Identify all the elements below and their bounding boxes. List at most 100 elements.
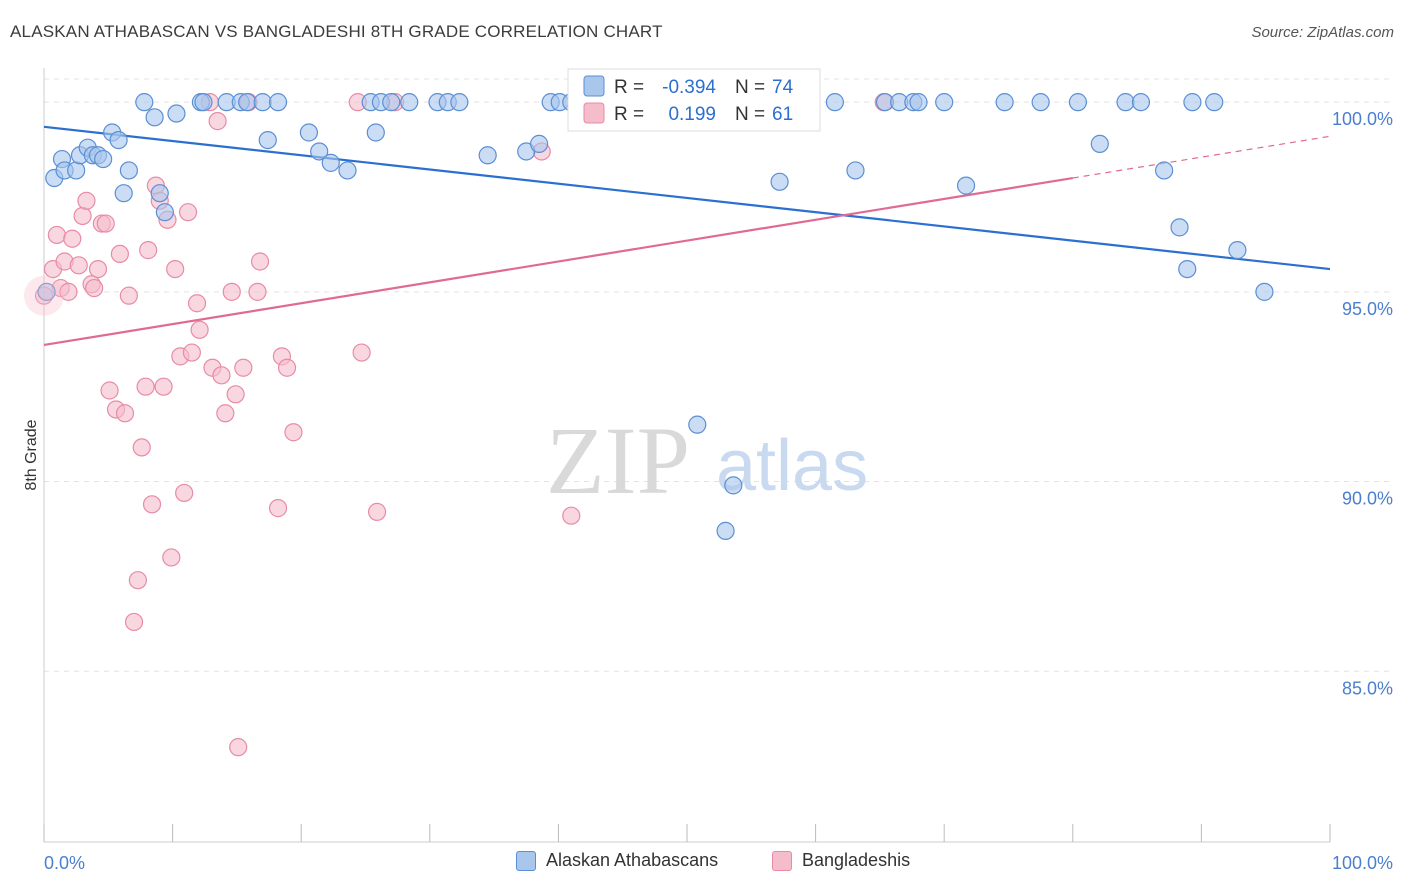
bangladeshi-point-cluster: [24, 275, 64, 316]
athabascan-point: [909, 93, 928, 112]
athabascan-point: [321, 153, 340, 172]
athabascan-point: [155, 203, 174, 222]
athabascan-point: [716, 521, 735, 540]
y-tick-label: 90.0%: [1342, 489, 1393, 509]
athabascan-point: [1031, 93, 1050, 112]
athabascan-point: [1255, 282, 1274, 301]
y-tick-label: 100.0%: [1332, 109, 1393, 129]
athabascan-point: [825, 93, 844, 112]
bangladeshi-point: [352, 343, 371, 362]
legend-bottom: Alaskan Athabascans Bangladeshis: [0, 850, 1406, 880]
bangladeshi-point: [47, 225, 66, 245]
bangladeshi-point: [59, 282, 78, 301]
bangladeshi-point: [234, 358, 253, 377]
athabascan-point: [167, 104, 186, 123]
athabascan-point: [1205, 93, 1224, 112]
bangladeshi-point: [139, 241, 158, 260]
athabascan-point: [724, 476, 743, 495]
y-tick-label: 95.0%: [1342, 299, 1393, 319]
legend-r-value-pink: 0.199: [668, 104, 716, 125]
bangladeshi-trend-extension: [1072, 135, 1331, 179]
athabascan-point: [310, 142, 329, 161]
athabascan-point: [400, 93, 419, 112]
athabascan-point: [1068, 93, 1088, 112]
bangladeshi-point: [132, 438, 151, 457]
bangladeshi-point: [562, 506, 581, 525]
athabascan-point: [67, 161, 86, 180]
bangladeshi-point: [115, 404, 135, 423]
athabascan-point: [37, 282, 56, 301]
legend-top-box: [567, 68, 821, 132]
y-axis-label: 8th Grade: [23, 419, 40, 490]
bangladeshi-point: [73, 206, 92, 226]
athabascan-point: [770, 172, 789, 191]
legend-r-label-blue: R =: [614, 77, 644, 98]
legend-n-label-pink: N =: [735, 104, 765, 125]
athabascan-point: [1131, 93, 1151, 112]
athabascan-point: [338, 161, 357, 180]
athabascan-point: [366, 123, 385, 142]
athabascan-point: [688, 415, 707, 434]
bangladeshi-point: [85, 278, 104, 298]
bangladeshi-trend-line: [43, 176, 1073, 347]
x-tick-label: 0.0%: [44, 853, 85, 873]
legend-label-alaskan-athabascans: Alaskan Athabascans: [546, 850, 719, 870]
watermark-zip: ZIP: [546, 407, 690, 514]
athabascan-point: [268, 93, 288, 112]
bangladeshi-point: [96, 214, 115, 233]
chart-title: ALASKAN ATHABASCAN VS BANGLADESHI 8TH GR…: [10, 22, 663, 41]
bangladeshi-point: [63, 229, 82, 248]
athabascan-point: [238, 93, 257, 112]
y-tick-label: 85.0%: [1342, 678, 1393, 698]
legend-label-bangladeshis: Bangladeshis: [802, 850, 911, 870]
athabascan-point: [956, 176, 976, 195]
athabascan-point: [995, 93, 1014, 112]
bangladeshi-point: [110, 244, 129, 264]
bangladeshi-point: [77, 191, 96, 210]
bangladeshi-point: [166, 259, 185, 279]
bangladeshi-point: [162, 548, 181, 567]
athabascan-point: [258, 130, 277, 150]
bangladeshi-point: [119, 286, 138, 305]
bangladeshi-point: [187, 294, 207, 313]
bangladeshi-point: [277, 358, 297, 377]
bangladeshi-point: [216, 404, 235, 423]
axes-layer: 85.0% 90.0% 95.0% 100.0% 0.0% 100.0%: [43, 68, 1393, 873]
athabascan-point: [299, 123, 319, 142]
bangladeshi-point: [284, 423, 303, 442]
athabascan-point: [1178, 259, 1197, 279]
athabascan-point: [94, 149, 113, 169]
athabascan-point: [382, 93, 401, 112]
bangladeshi-point: [229, 738, 248, 757]
athabascan-point: [145, 108, 164, 127]
athabascan-point: [846, 161, 865, 180]
legend-item-bangladeshis[interactable]: Bangladeshis: [772, 850, 910, 871]
bangladeshi-point: [367, 502, 387, 522]
athabascan-point: [1228, 241, 1247, 260]
bangladeshi-point: [182, 343, 201, 362]
bangladeshi-point: [226, 385, 245, 404]
athabascan-point: [150, 184, 169, 203]
x-tick-label: 100.0%: [1332, 853, 1393, 873]
watermark: ZIP atlas: [546, 407, 868, 514]
legend-item-alaskan-athabascans[interactable]: Alaskan Athabascans: [516, 850, 718, 871]
legend-r-value-blue: -0.394: [662, 77, 716, 98]
watermark-atlas: atlas: [716, 426, 868, 506]
legend-n-value-blue: 74: [772, 77, 794, 98]
athabascan-point: [450, 93, 469, 112]
bangladeshi-point: [190, 320, 209, 339]
athabascan-point: [1183, 93, 1202, 112]
athabascan-point: [1170, 218, 1189, 237]
bangladeshi-point: [268, 499, 288, 518]
legend-swatch-blue: [583, 75, 605, 97]
athabascan-point: [478, 146, 497, 165]
athabascan-point: [253, 93, 272, 112]
athabascan-point: [135, 93, 154, 112]
athabascan-point: [119, 161, 138, 180]
bangladeshi-point: [178, 203, 198, 222]
bangladeshi-point: [175, 483, 194, 503]
athabascan-point: [1090, 134, 1109, 153]
trend-layer: [43, 125, 1331, 347]
athabascan-point: [194, 93, 213, 112]
